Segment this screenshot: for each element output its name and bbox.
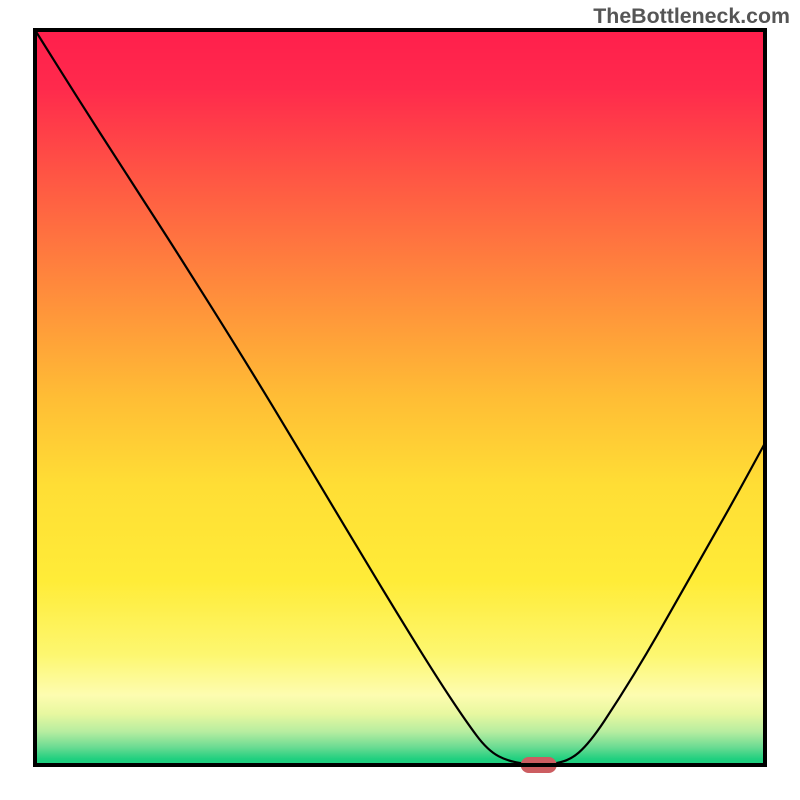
- watermark-text: TheBottleneck.com: [593, 4, 790, 29]
- bottleneck-chart: [0, 0, 800, 800]
- chart-container: TheBottleneck.com: [0, 0, 800, 800]
- plot-background: [35, 30, 765, 765]
